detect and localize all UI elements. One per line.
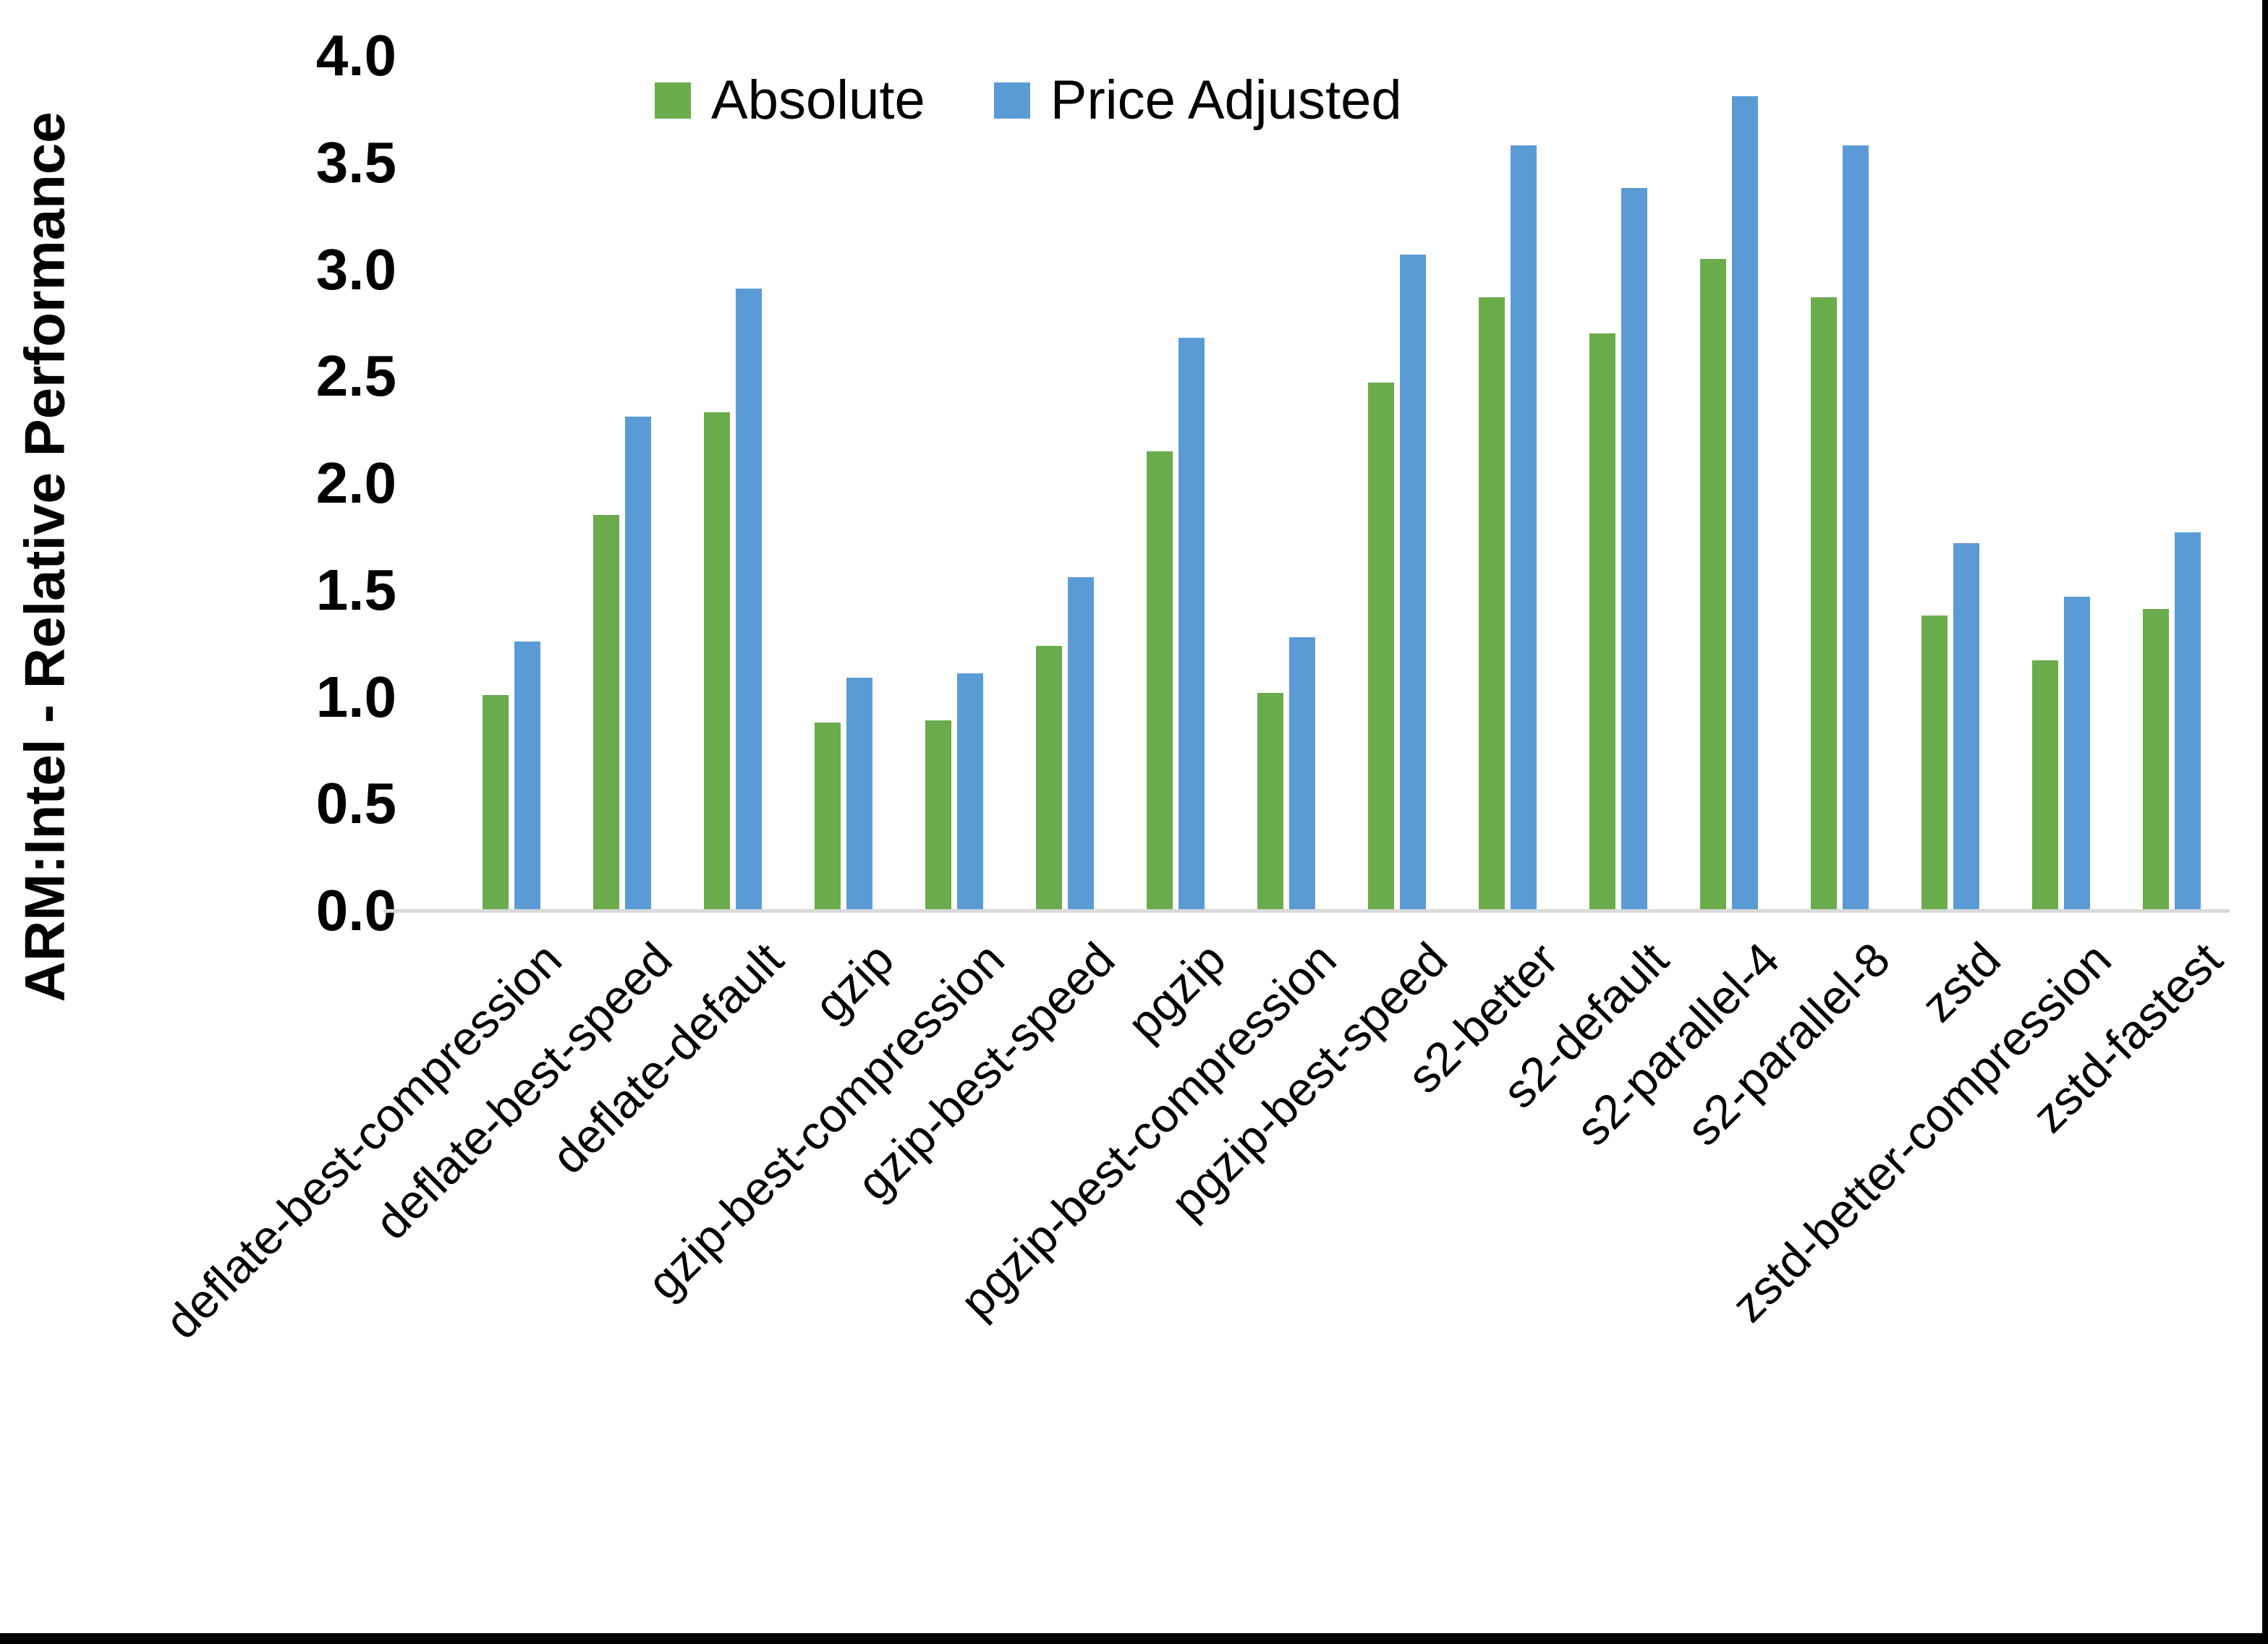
legend-label: Absolute [711, 69, 925, 131]
bar-absolute-zstd [1921, 616, 1948, 911]
bar-absolute-zstd-better-compression [2032, 660, 2058, 911]
bar-price-adjusted-deflate-best-speed [625, 417, 651, 911]
bar-absolute-s2-parallel-8 [1811, 297, 1837, 911]
bar-absolute-deflate-default [704, 412, 730, 911]
y-tick-label: 1.5 [315, 557, 396, 622]
bar-price-adjusted-gzip [846, 678, 872, 911]
y-tick-label: 0.5 [315, 771, 396, 836]
bar-absolute-zstd-fastest [2143, 609, 2169, 911]
bar-absolute-s2-parallel-4 [1700, 259, 1726, 911]
legend: Absolute Price Adjusted [655, 69, 1402, 132]
bar-price-adjusted-s2-parallel-4 [1732, 96, 1758, 911]
bar-price-adjusted-pgzip-best-compression [1289, 637, 1315, 911]
legend-item-absolute: Absolute [655, 69, 925, 132]
bar-price-adjusted-zstd-fastest [2175, 532, 2201, 911]
legend-item-price-adjusted: Price Adjusted [993, 69, 1402, 132]
y-tick-label: 3.0 [315, 237, 396, 302]
bar-price-adjusted-s2-parallel-8 [1843, 145, 1869, 911]
bar-absolute-gzip [815, 723, 841, 911]
legend-label: Price Adjusted [1050, 69, 1402, 131]
bar-price-adjusted-deflate-default [736, 289, 762, 911]
bar-absolute-deflate-best-speed [593, 515, 619, 911]
y-tick-label: 0.0 [315, 878, 396, 942]
x-axis-line [383, 909, 2230, 913]
y-tick-label: 3.5 [315, 129, 396, 195]
bar-price-adjusted-s2-better [1511, 145, 1537, 911]
bar-price-adjusted-pgzip [1178, 338, 1205, 911]
bar-price-adjusted-pgzip-best-speed [1400, 255, 1426, 911]
bar-absolute-s2-default [1589, 333, 1615, 911]
y-tick-label: 2.5 [315, 344, 396, 409]
bar-absolute-gzip-best-speed [1036, 646, 1062, 911]
y-tick-label: 1.0 [315, 664, 396, 729]
bar-price-adjusted-zstd [1953, 543, 1979, 911]
bar-absolute-pgzip [1147, 451, 1173, 911]
frame-right-border [2262, 0, 2268, 1644]
bar-price-adjusted-deflate-best-compression [514, 642, 540, 911]
bar-price-adjusted-zstd-better-compression [2064, 597, 2090, 911]
bar-absolute-s2-better [1479, 297, 1505, 911]
bar-absolute-deflate-best-compression [483, 695, 509, 911]
frame-bottom-border [0, 1633, 2268, 1644]
bar-price-adjusted-s2-default [1621, 188, 1647, 911]
bar-absolute-pgzip-best-speed [1368, 383, 1394, 911]
bar-price-adjusted-gzip-best-speed [1068, 577, 1094, 911]
legend-swatch-icon [993, 82, 1030, 119]
bar-absolute-gzip-best-compression [925, 720, 951, 911]
bar-price-adjusted-gzip-best-compression [957, 673, 983, 911]
y-tick-label: 2.0 [315, 451, 396, 515]
legend-swatch-icon [655, 82, 691, 119]
y-tick-label: 4.0 [315, 23, 396, 88]
bar-absolute-pgzip-best-compression [1257, 693, 1283, 911]
